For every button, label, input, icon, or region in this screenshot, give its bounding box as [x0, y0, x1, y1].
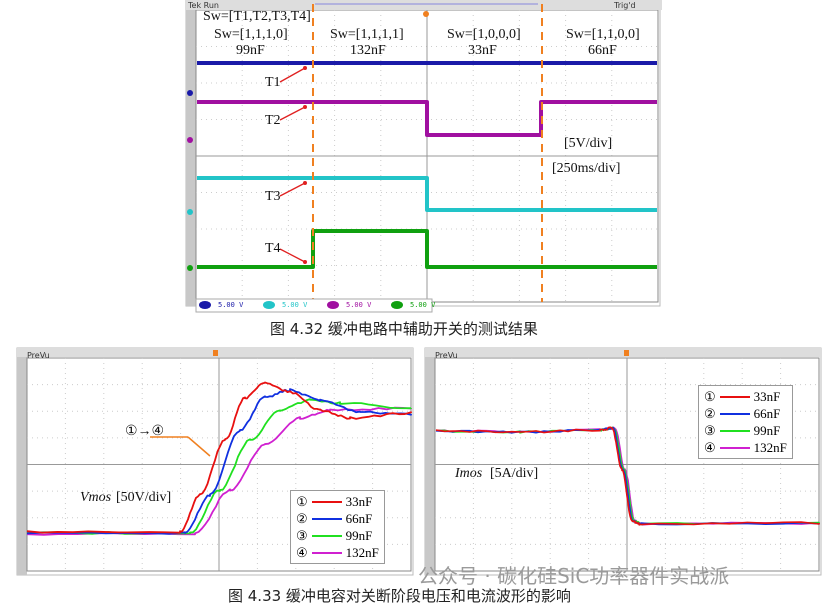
left-scope-header: PreVu	[27, 351, 50, 360]
figure-4-32-caption: 图 4.32 缓冲电路中辅助开关的测试结果	[270, 318, 538, 339]
legend-swatch	[720, 447, 750, 449]
legend-swatch	[312, 518, 342, 520]
top-scope-side-bar	[186, 0, 196, 306]
segment-1-cap: 99nF	[236, 43, 265, 59]
legend-item: ④ 132nF	[296, 544, 379, 561]
channel-1-scale: 5.00 V	[218, 301, 243, 309]
legend-label: 33nF	[346, 493, 373, 510]
channel-3-badge	[327, 301, 339, 309]
figure-4-33-caption: 图 4.33 缓冲电容对关断阶段电压和电流波形的影响	[228, 585, 571, 606]
legend-mark: ②	[704, 405, 716, 422]
red-arrow-head	[303, 105, 307, 109]
channel-4-scale: 5.00 V	[410, 301, 435, 309]
current-scope-side-bar	[425, 348, 435, 575]
legend-label: 99nF	[346, 527, 373, 544]
trace-label-t3: T3	[265, 189, 281, 205]
legend-swatch	[720, 413, 750, 415]
arrow-label: ①→④	[125, 423, 164, 440]
legend-label: 66nF	[754, 405, 781, 422]
voltage-trigger-marker-icon	[213, 350, 218, 356]
red-arrow-head	[303, 181, 307, 185]
current-scope-header-bar	[425, 348, 821, 357]
legend-mark: ③	[296, 527, 308, 544]
channel-ground-marker	[187, 209, 193, 215]
channel-2-badge	[263, 301, 275, 309]
legend-mark: ④	[704, 439, 716, 456]
right-legend: ① 33nF ② 66nF ③ 99nF ④ 132nF	[698, 385, 793, 459]
segment-3-sw: Sw=[1,0,0,0]	[447, 27, 521, 43]
legend-label: 132nF	[346, 544, 379, 561]
legend-item: ② 66nF	[296, 510, 379, 527]
red-arrow-head	[303, 260, 307, 264]
left-legend: ① 33nF ② 66nF ③ 99nF ④ 132nF	[290, 490, 385, 564]
voltage-scope-side-bar	[17, 348, 27, 575]
channel-ground-marker	[187, 265, 193, 271]
legend-mark: ④	[296, 544, 308, 561]
legend-swatch	[312, 501, 342, 503]
legend-mark: ③	[704, 422, 716, 439]
channel-ground-marker	[187, 137, 193, 143]
vmos-scale: [50V/div]	[116, 490, 171, 506]
legend-swatch	[312, 552, 342, 554]
legend-item: ① 33nF	[296, 493, 379, 510]
vmos-label: Vmos	[80, 490, 111, 506]
channel-1-badge	[199, 301, 211, 309]
segment-3-cap: 33nF	[468, 43, 497, 59]
trigger-marker-icon	[423, 11, 429, 17]
legend-swatch	[312, 535, 342, 537]
segment-4-sw: Sw=[1,1,0,0]	[566, 27, 640, 43]
channel-4-badge	[391, 301, 403, 309]
legend-mark: ②	[296, 510, 308, 527]
volts-per-div: [5V/div]	[564, 136, 612, 152]
legend-label: 33nF	[754, 388, 781, 405]
channel-2-scale: 5.00 V	[282, 301, 307, 309]
segment-1-sw: Sw=[1,1,1,0]	[214, 27, 288, 43]
channel-3-scale: 5.00 V	[346, 301, 371, 309]
imos-label: Imos	[455, 466, 482, 482]
legend-label: 99nF	[754, 422, 781, 439]
channel-ground-marker	[187, 90, 193, 96]
imos-scale: [5A/div]	[490, 466, 538, 482]
legend-item: ① 33nF	[704, 388, 787, 405]
segment-2-cap: 132nF	[350, 43, 386, 59]
trace-label-t4: T4	[265, 241, 281, 257]
scope-header-right: Trig'd	[614, 1, 636, 10]
sw-definition: Sw=[T1,T2,T3,T4]	[203, 9, 311, 25]
legend-label: 66nF	[346, 510, 373, 527]
legend-item: ② 66nF	[704, 405, 787, 422]
right-scope-header: PreVu	[435, 351, 458, 360]
legend-item: ④ 132nF	[704, 439, 787, 456]
legend-swatch	[720, 430, 750, 432]
legend-mark: ①	[296, 493, 308, 510]
legend-label: 132nF	[754, 439, 787, 456]
legend-item: ③ 99nF	[704, 422, 787, 439]
segment-4-cap: 66nF	[588, 43, 617, 59]
red-arrow-head	[303, 66, 307, 70]
trace-label-t2: T2	[265, 113, 281, 129]
current-trigger-marker-icon	[624, 350, 629, 356]
time-per-div: [250ms/div]	[552, 161, 620, 177]
trace-label-t1: T1	[265, 75, 281, 91]
segment-2-sw: Sw=[1,1,1,1]	[330, 27, 404, 43]
legend-item: ③ 99nF	[296, 527, 379, 544]
legend-swatch	[720, 396, 750, 398]
legend-mark: ①	[704, 388, 716, 405]
